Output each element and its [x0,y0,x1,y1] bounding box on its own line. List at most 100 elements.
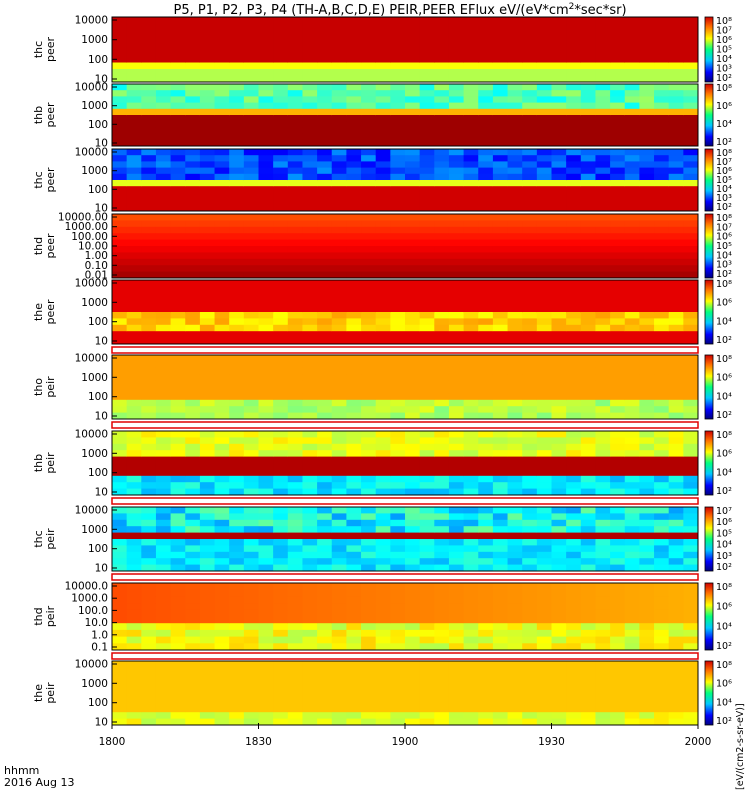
y-tick-label: 10000 [75,429,108,441]
heatmap-cell [668,286,684,294]
heatmap-cell [390,75,406,83]
heatmap-cell [551,616,567,624]
heatmap-cell [126,121,142,128]
heatmap-cell [419,718,435,726]
heatmap-cell [390,337,406,345]
heatmap-cell [331,699,347,707]
heatmap-cell [580,173,596,181]
heatmap-cell [419,673,435,681]
heatmap-cell [536,265,552,273]
heatmap-cell [185,469,201,477]
heatmap-cell [287,616,303,624]
heatmap-cell [639,252,655,260]
heatmap-cell [405,643,421,651]
heatmap-cell [639,271,655,279]
heatmap-cell [448,36,465,44]
heatmap-cell [375,380,391,388]
heatmap-cell [668,661,684,668]
heatmap-cell [463,603,479,611]
heatmap-cell [492,431,509,438]
heatmap-cell [405,513,421,521]
heatmap-cell [243,673,259,681]
heatmap-cell [507,62,523,70]
heatmap-cell [507,324,523,332]
heatmap-cell [273,718,289,726]
heatmap-cell [419,292,435,300]
heatmap-cell [492,623,509,631]
heatmap-cell [654,102,670,110]
heatmap-cell [419,469,435,477]
heatmap-cell [610,96,626,104]
heatmap-cell [229,623,245,631]
heatmap-cell [580,596,596,604]
heatmap-cell [536,204,552,212]
heatmap-cell [170,90,186,97]
heatmap-cell [405,90,421,97]
heatmap-cell [229,214,245,221]
heatmap-cell [654,667,670,675]
heatmap-cell [331,265,347,273]
heatmap-cell [361,361,377,369]
heatmap-cell [287,192,303,200]
heatmap-cell [302,127,318,135]
heatmap-cell [654,49,670,57]
heatmap-cell [624,324,640,332]
heatmap-cell [243,545,259,553]
heatmap-cell [112,127,128,135]
heatmap-cell [654,127,670,135]
heatmap-cell [185,127,201,135]
heatmap-cell [522,220,538,228]
heatmap-cell [331,526,347,534]
heatmap-cell [273,661,289,668]
heatmap-cell [507,361,523,369]
heatmap-cell [434,558,450,566]
heatmap-cell [287,718,303,726]
heatmap-cell [170,686,186,694]
heatmap-cell [434,17,450,24]
heatmap-cell [287,661,303,668]
heatmap-cell [536,526,552,534]
heatmap-cell [126,155,142,162]
heatmap-cell [141,204,157,212]
heatmap-cell [405,482,421,490]
heatmap-cell [375,469,391,477]
heatmap-cell [551,718,567,726]
heatmap-cell [683,312,699,319]
heatmap-cell [463,36,479,44]
heatmap-cell [302,17,318,24]
heatmap-cell [141,367,157,375]
heatmap-cell [492,90,509,97]
heatmap-cell [595,173,611,181]
heatmap-cell [185,121,201,128]
heatmap-cell [155,271,172,279]
heatmap-cell [170,680,186,688]
heatmap-cell [624,43,640,50]
heatmap-cell [624,469,640,477]
heatmap-cell [361,526,377,534]
heatmap-cell [390,331,406,339]
heatmap-cell [683,280,699,287]
heatmap-cell [595,299,611,307]
heatmap-cell [448,84,465,91]
heatmap-cell [185,387,201,394]
heatmap-cell [302,133,318,141]
heatmap-cell [258,469,274,477]
heatmap-cell [390,36,406,44]
heatmap-cell [536,233,552,241]
heatmap-cell [536,355,552,362]
heatmap-cell [199,167,216,175]
heatmap-cell [141,292,157,300]
heatmap-cell [595,115,611,122]
heatmap-cell [463,337,479,345]
heatmap-cell [390,62,406,70]
heatmap-cell [390,589,406,597]
heatmap-cell [536,443,552,451]
heatmap-cell [478,220,494,228]
heatmap-cell [463,139,479,147]
heatmap-cell [390,108,406,116]
heatmap-cell [639,312,655,319]
heatmap-cell [287,482,303,490]
heatmap-cell [668,532,684,540]
heatmap-cell [112,661,128,668]
heatmap-cell [478,643,494,651]
